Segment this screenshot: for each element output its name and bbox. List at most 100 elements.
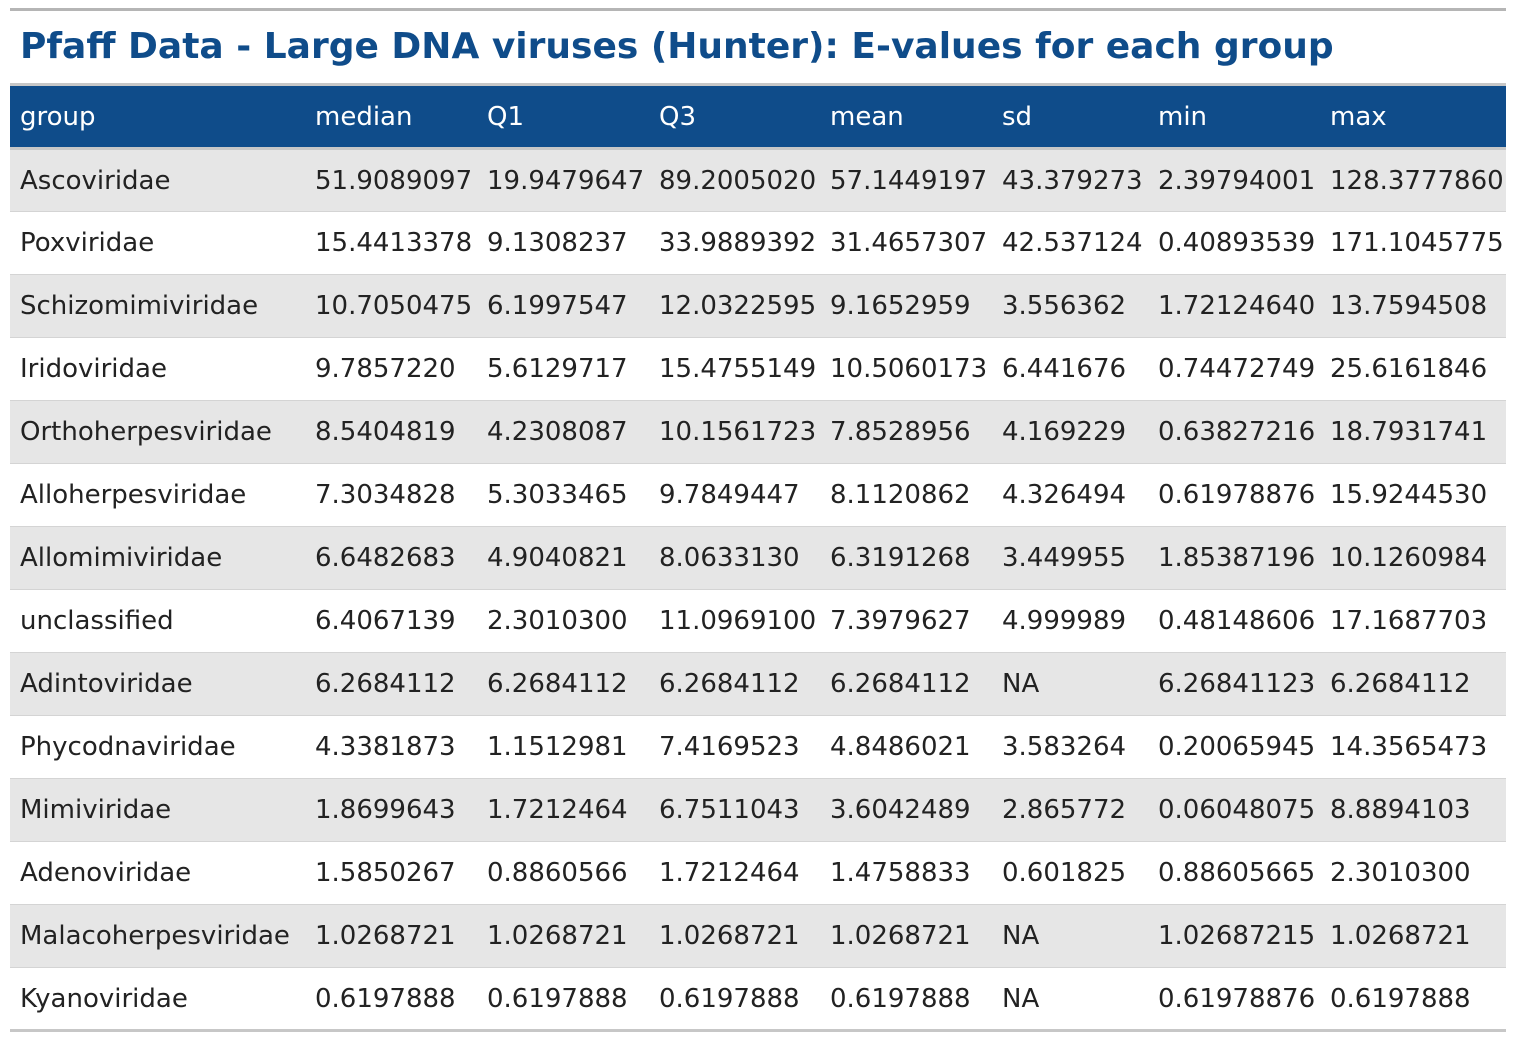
column-header-sd: sd — [1002, 101, 1033, 132]
cell-min: 1.85387196 — [1158, 543, 1316, 573]
cell-mean: 6.3191268 — [830, 543, 971, 573]
evalues-table: group median Q1 Q3 mean sd min max Ascoviridae 5… — [10, 83, 1506, 1032]
cell-median: 6.6482683 — [315, 543, 456, 573]
table-container: group median Q1 Q3 mean sd min max Ascoviridae 5… — [10, 83, 1506, 1032]
cell-q1: 4.2308087 — [487, 417, 628, 447]
cell-sd: 4.169229 — [1002, 417, 1127, 447]
cell-q3: 12.0322595 — [659, 291, 817, 321]
column-header-group: group — [20, 101, 96, 132]
table-row: Alloherpesviridae 7.3034828 5.3033465 9.784… — [10, 463, 1506, 527]
cell-median: 4.3381873 — [315, 732, 456, 762]
cell-max: 2.3010300 — [1330, 858, 1471, 888]
cell-group: Kyanoviridae — [20, 983, 188, 1014]
cell-group: Schizomimiviridae — [20, 291, 259, 321]
cell-q1: 5.3033465 — [487, 480, 628, 510]
cell-min: 0.48148606 — [1158, 606, 1316, 636]
table-row: Adintoviridae 6.2684112 6.2684112 6.2684112… — [10, 652, 1506, 716]
cell-group: Mimiviridae — [20, 795, 172, 825]
cell-group: Allomimiviridae — [20, 543, 223, 573]
cell-q1: 6.1997547 — [487, 291, 628, 321]
cell-max: 1.0268721 — [1330, 921, 1471, 951]
cell-min: 1.72124640 — [1158, 291, 1316, 321]
cell-q3: 33.9889392 — [659, 228, 817, 258]
column-header-median: median — [315, 101, 413, 132]
cell-min: 0.20065945 — [1158, 732, 1316, 762]
cell-q3: 10.1561723 — [659, 417, 817, 447]
cell-q3: 6.2684112 — [659, 669, 800, 699]
table-row: Orthoherpesviridae 8.5404819 4.2308087 10.1… — [10, 400, 1506, 464]
cell-group: Malacoherpesviridae — [20, 921, 290, 951]
cell-q3: 7.4169523 — [659, 732, 800, 762]
cell-q3: 8.0633130 — [659, 543, 800, 573]
cell-max: 8.8894103 — [1330, 795, 1471, 825]
cell-mean: 0.6197888 — [830, 983, 971, 1014]
cell-max: 14.3565473 — [1330, 732, 1488, 762]
cell-max: 25.6161846 — [1330, 354, 1488, 384]
cell-median: 7.3034828 — [315, 480, 456, 510]
cell-min: 0.61978876 — [1158, 983, 1316, 1014]
cell-sd: 4.999989 — [1002, 606, 1127, 636]
cell-min: 1.02687215 — [1158, 921, 1316, 951]
cell-min: 0.74472749 — [1158, 354, 1316, 384]
cell-sd: 3.583264 — [1002, 732, 1127, 762]
cell-q3: 15.4755149 — [659, 354, 817, 384]
cell-mean: 7.3979627 — [830, 606, 971, 636]
cell-group: unclassified — [20, 606, 174, 636]
cell-sd: NA — [1002, 669, 1040, 699]
cell-q3: 9.7849447 — [659, 480, 800, 510]
cell-group: Ascoviridae — [20, 165, 171, 196]
cell-group: Adintoviridae — [20, 669, 193, 699]
cell-max: 13.7594508 — [1330, 291, 1488, 321]
cell-q3: 0.6197888 — [659, 983, 800, 1014]
cell-max: 17.1687703 — [1330, 606, 1488, 636]
cell-mean: 1.4758833 — [830, 858, 971, 888]
table-row: Ascoviridae 51.9089097 19.9479647 89.200502… — [10, 148, 1506, 212]
cell-median: 6.2684112 — [315, 669, 456, 699]
cell-q1: 1.1512981 — [487, 732, 628, 762]
column-header-max: max — [1330, 101, 1387, 132]
cell-min: 0.40893539 — [1158, 228, 1316, 258]
cell-q1: 2.3010300 — [487, 606, 628, 636]
cell-q3: 1.0268721 — [659, 921, 800, 951]
table-row: Phycodnaviridae 4.3381873 1.1512981 7.41695… — [10, 715, 1506, 779]
cell-q3: 89.2005020 — [659, 165, 817, 196]
cell-median: 15.4413378 — [315, 228, 473, 258]
cell-max: 18.7931741 — [1330, 417, 1488, 447]
cell-max: 15.9244530 — [1330, 480, 1488, 510]
column-header-min: min — [1158, 101, 1208, 132]
cell-sd: NA — [1002, 921, 1040, 951]
header-row: group median Q1 Q3 mean sd min max — [10, 84, 1506, 149]
cell-sd: 4.326494 — [1002, 480, 1127, 510]
cell-group: Phycodnaviridae — [20, 732, 236, 762]
cell-mean: 3.6042489 — [830, 795, 971, 825]
cell-sd: 2.865772 — [1002, 795, 1127, 825]
cell-q1: 9.1308237 — [487, 228, 628, 258]
cell-group: Iridoviridae — [20, 354, 167, 384]
cell-q1: 6.2684112 — [487, 669, 628, 699]
cell-sd: 3.556362 — [1002, 291, 1127, 321]
cell-max: 10.1260984 — [1330, 543, 1488, 573]
cell-min: 6.26841123 — [1158, 669, 1316, 699]
table-row: Adenoviridae 1.5850267 0.8860566 1.7212464 1… — [10, 841, 1506, 905]
cell-mean: 4.8486021 — [830, 732, 971, 762]
cell-median: 8.5404819 — [315, 417, 456, 447]
cell-min: 0.88605665 — [1158, 858, 1316, 888]
cell-group: Alloherpesviridae — [20, 480, 247, 510]
cell-q1: 5.6129717 — [487, 354, 628, 384]
cell-min: 0.61978876 — [1158, 480, 1316, 510]
cell-q3: 11.0969100 — [659, 606, 817, 636]
cell-median: 51.9089097 — [315, 165, 473, 196]
cell-max: 171.1045775 — [1330, 228, 1504, 258]
cell-median: 9.7857220 — [315, 354, 456, 384]
cell-sd: 6.441676 — [1002, 354, 1127, 384]
cell-median: 1.0268721 — [315, 921, 456, 951]
cell-median: 0.6197888 — [315, 983, 456, 1014]
cell-q1: 1.0268721 — [487, 921, 628, 951]
top-rule — [10, 8, 1506, 11]
cell-sd: 0.601825 — [1002, 858, 1127, 888]
table-header: group median Q1 Q3 mean sd min max — [10, 84, 1506, 149]
cell-mean: 10.5060173 — [830, 354, 988, 384]
cell-sd: 43.379273 — [1002, 165, 1143, 196]
table-row: Mimiviridae 1.8699643 1.7212464 6.7511043 3.… — [10, 778, 1506, 842]
table-row: Malacoherpesviridae 1.0268721 1.0268721 1.0… — [10, 904, 1506, 968]
